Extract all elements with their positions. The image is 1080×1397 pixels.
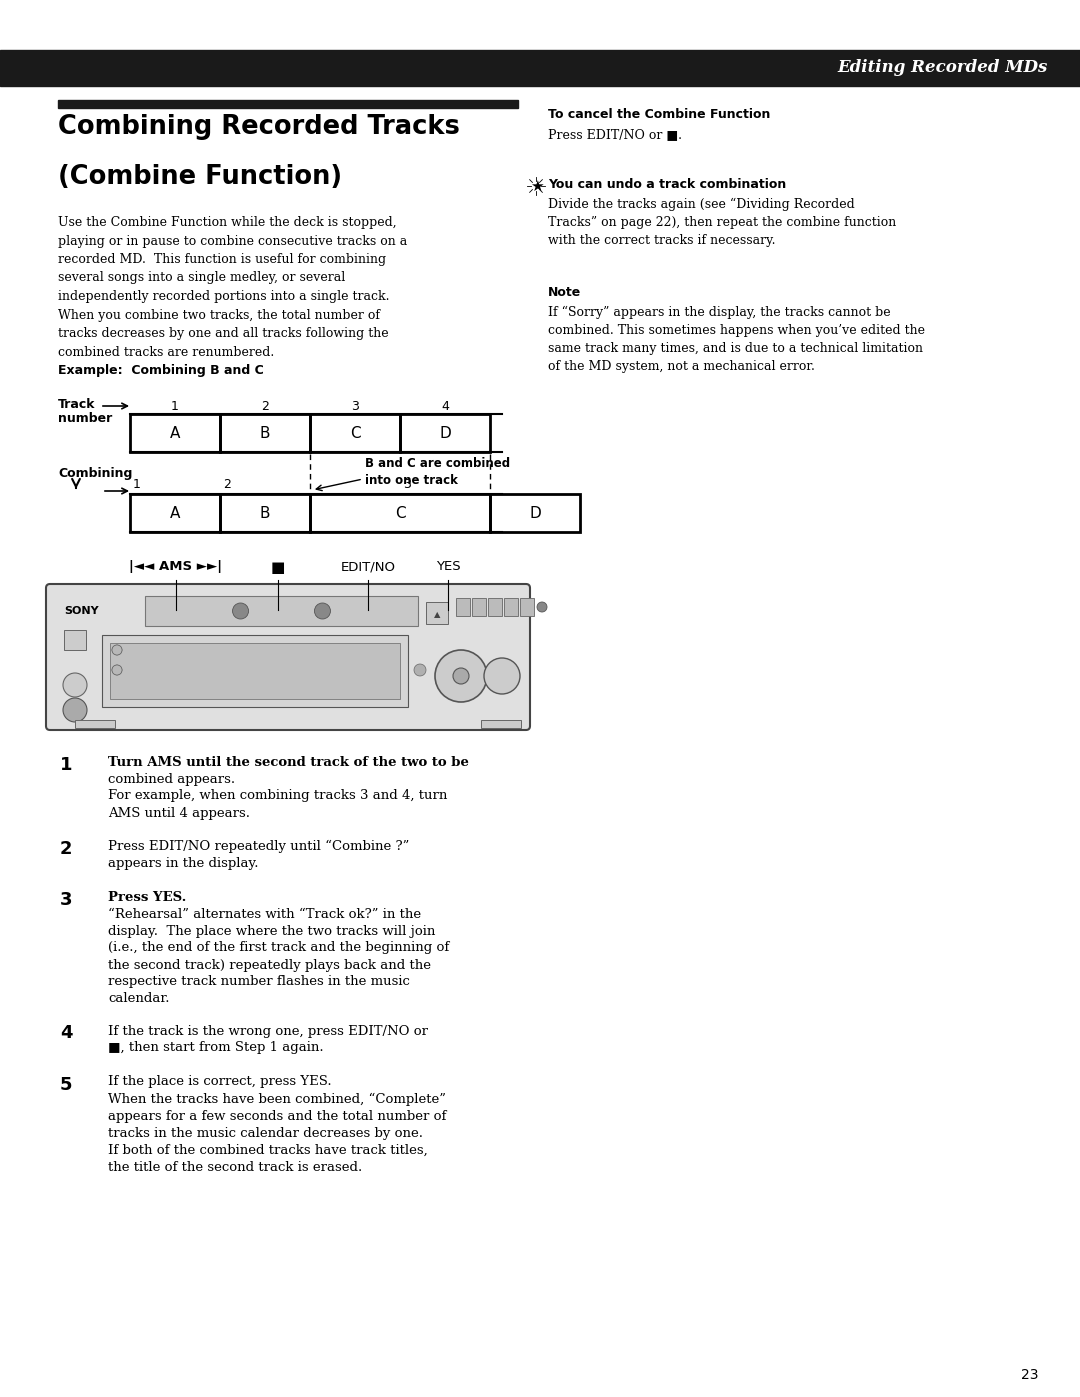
Bar <box>220 495 310 532</box>
Bar <box>504 598 518 616</box>
Text: 1: 1 <box>171 401 179 414</box>
Text: C: C <box>350 426 361 440</box>
Bar <box>0 50 1080 87</box>
Circle shape <box>314 604 330 619</box>
Text: number: number <box>58 412 112 425</box>
Circle shape <box>232 604 248 619</box>
Text: A: A <box>170 426 180 440</box>
Text: Track: Track <box>58 398 95 411</box>
Text: Combining Recorded Tracks: Combining Recorded Tracks <box>58 115 460 140</box>
Text: combined appears.
For example, when combining tracks 3 and 4, turn
AMS until 4 a: combined appears. For example, when comb… <box>108 773 447 820</box>
Text: Use the Combine Function while the deck is stopped,
playing or in pause to combi: Use the Combine Function while the deck … <box>58 217 407 359</box>
Text: 4: 4 <box>441 401 449 414</box>
Text: 2: 2 <box>261 401 269 414</box>
Text: 23: 23 <box>1021 1368 1038 1382</box>
Bar <box>145 597 418 626</box>
Text: 4: 4 <box>60 1024 72 1042</box>
Bar <box>58 101 518 108</box>
Text: ■: ■ <box>271 560 285 576</box>
Bar <box>110 643 400 698</box>
Text: Example:  Combining B and C: Example: Combining B and C <box>58 365 264 377</box>
Circle shape <box>112 665 122 675</box>
Text: |◄◄ AMS ►►|: |◄◄ AMS ►►| <box>130 560 222 573</box>
Circle shape <box>63 673 87 697</box>
Text: 2: 2 <box>222 478 231 490</box>
Bar <box>488 598 502 616</box>
Bar <box>426 602 448 624</box>
Text: ★: ★ <box>530 179 543 194</box>
Text: C: C <box>394 506 405 521</box>
Text: 2: 2 <box>60 840 72 858</box>
Text: Combining: Combining <box>58 467 133 481</box>
Text: Divide the tracks again (see “Dividing Recorded
Tracks” on page 22), then repeat: Divide the tracks again (see “Dividing R… <box>548 198 896 247</box>
Bar <box>130 414 220 453</box>
Text: You can undo a track combination: You can undo a track combination <box>548 177 786 191</box>
Bar <box>102 636 408 707</box>
Text: 5: 5 <box>60 1076 72 1094</box>
Bar <box>220 414 310 453</box>
Text: B: B <box>260 506 270 521</box>
Text: B: B <box>260 426 270 440</box>
Bar <box>456 598 470 616</box>
Text: 3: 3 <box>351 401 359 414</box>
Bar <box>310 495 490 532</box>
Text: 1: 1 <box>60 756 72 774</box>
Circle shape <box>414 664 426 676</box>
Text: To cancel the Combine Function: To cancel the Combine Function <box>548 108 770 122</box>
Circle shape <box>112 645 122 655</box>
Bar <box>472 598 486 616</box>
Text: 3: 3 <box>60 891 72 909</box>
Circle shape <box>537 602 546 612</box>
Text: SONY: SONY <box>64 606 98 616</box>
Text: If the place is correct, press YES.
When the tracks have been combined, “Complet: If the place is correct, press YES. When… <box>108 1076 446 1173</box>
Text: ▲: ▲ <box>434 610 441 619</box>
Text: Press EDIT/NO or ■.: Press EDIT/NO or ■. <box>548 129 681 141</box>
Text: 1: 1 <box>133 478 140 490</box>
Bar <box>130 495 220 532</box>
Text: A: A <box>170 506 180 521</box>
Bar <box>75 719 114 728</box>
Text: Turn AMS until the second track of the two to be: Turn AMS until the second track of the t… <box>108 756 469 768</box>
Text: (Combine Function): (Combine Function) <box>58 163 342 190</box>
Text: Editing Recorded MDs: Editing Recorded MDs <box>838 60 1048 77</box>
Circle shape <box>63 698 87 722</box>
Text: Press YES.: Press YES. <box>108 891 187 904</box>
Text: Press EDIT/NO repeatedly until “Combine ?”
appears in the display.: Press EDIT/NO repeatedly until “Combine … <box>108 840 409 870</box>
Bar <box>310 414 400 453</box>
Circle shape <box>484 658 519 694</box>
Circle shape <box>112 665 122 675</box>
Text: D: D <box>440 426 450 440</box>
Circle shape <box>453 668 469 685</box>
Text: EDIT/NO: EDIT/NO <box>340 560 395 573</box>
Text: B and C are combined
into one track: B and C are combined into one track <box>365 457 510 488</box>
FancyBboxPatch shape <box>46 584 530 731</box>
Text: Note: Note <box>548 286 581 299</box>
Text: If the track is the wrong one, press EDIT/NO or
■, then start from Step 1 again.: If the track is the wrong one, press EDI… <box>108 1024 428 1055</box>
Circle shape <box>435 650 487 703</box>
Bar <box>400 414 490 453</box>
Text: D: D <box>529 506 541 521</box>
Text: YES: YES <box>435 560 460 573</box>
Text: “Rehearsal” alternates with “Track ok?” in the
display.  The place where the two: “Rehearsal” alternates with “Track ok?” … <box>108 908 449 1006</box>
Circle shape <box>112 645 122 655</box>
Text: If “Sorry” appears in the display, the tracks cannot be
combined. This sometimes: If “Sorry” appears in the display, the t… <box>548 306 924 373</box>
Bar <box>481 719 521 728</box>
Bar <box>519 598 534 616</box>
Text: 3: 3 <box>403 478 410 490</box>
Bar <box>64 630 86 650</box>
Bar <box>490 495 580 532</box>
